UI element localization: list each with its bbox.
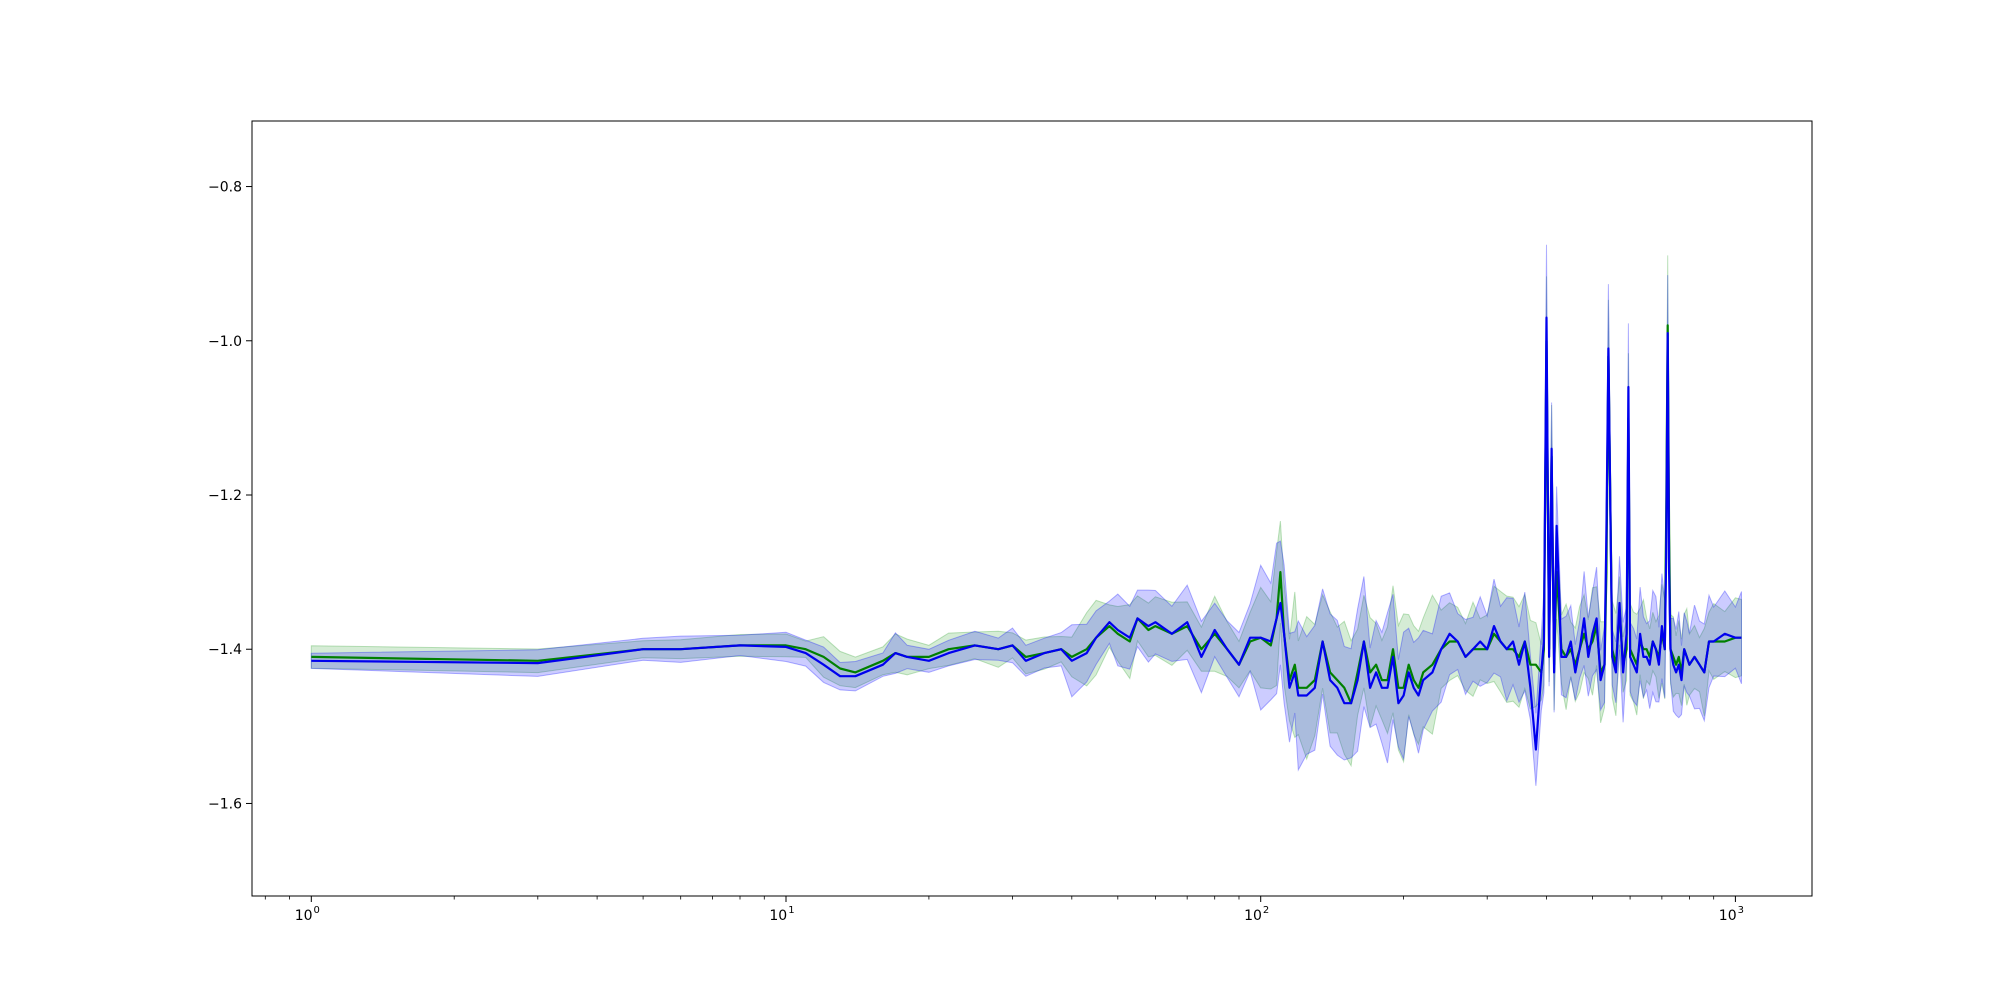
y-tick-label: −1.2 [208, 488, 242, 504]
series-lines [311, 316, 1742, 751]
y-tick-label: −1.4 [208, 642, 242, 658]
y-tick-label: −1.0 [208, 334, 242, 350]
series-2-line [311, 316, 1742, 751]
y-tick-label: −0.8 [208, 180, 242, 196]
axes-frame [251, 120, 1813, 897]
x-axis: 100 101 102 103 [264, 896, 1744, 924]
series-2-band [310, 244, 1742, 786]
series-1-band [310, 255, 1742, 768]
confidence-bands [310, 244, 1742, 786]
y-axis: −0.8 −1.0 −1.2 −1.4 −1.6 [208, 180, 252, 812]
y-tick-label: −1.6 [208, 796, 242, 812]
